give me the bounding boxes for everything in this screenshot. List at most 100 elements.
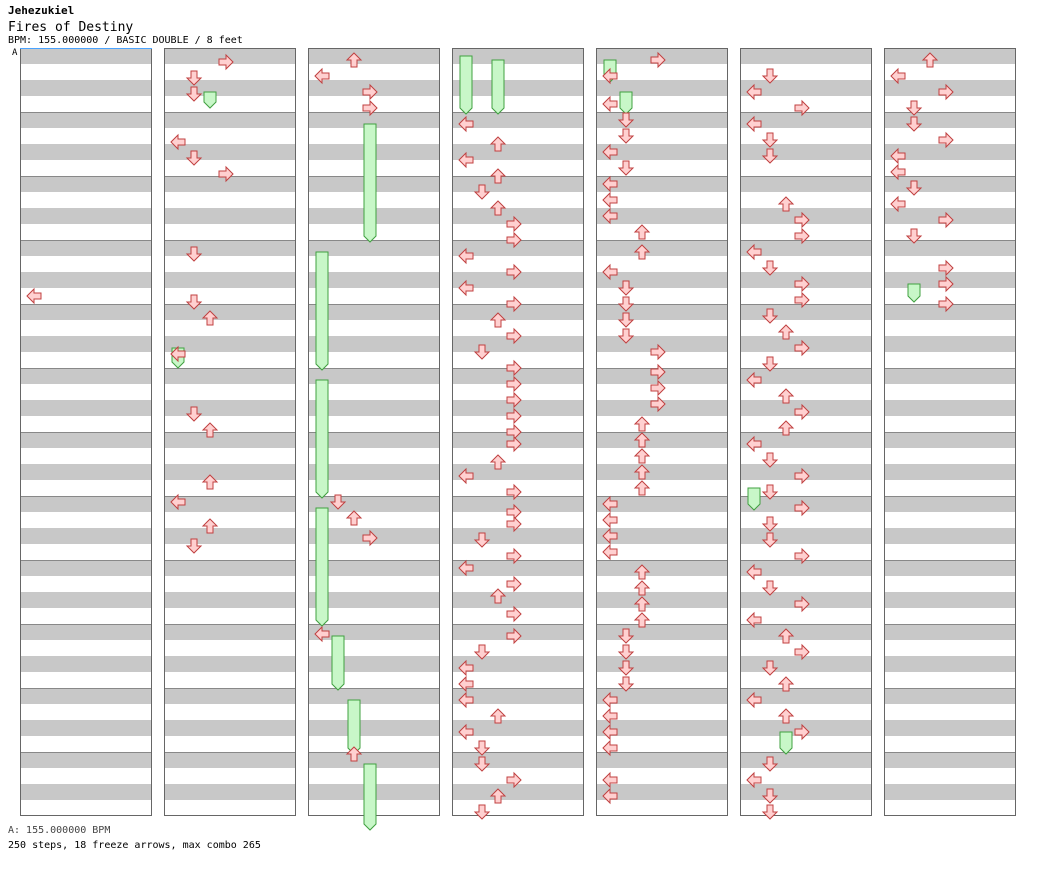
- beat-stripe: [164, 496, 296, 512]
- beat-stripe: [884, 144, 1016, 160]
- beat-stripe: [596, 144, 728, 160]
- beat-stripe: [596, 528, 728, 544]
- step-arrow-right: [794, 723, 810, 741]
- bpm-footer: A: 155.000000 BPM: [8, 825, 111, 836]
- step-arrow-up: [489, 136, 507, 152]
- song-title: Fires of Destiny: [8, 20, 134, 35]
- beat-stripe: [20, 720, 152, 736]
- beat-stripe: [20, 560, 152, 576]
- step-arrow-up: [489, 454, 507, 470]
- beat-stripe: [20, 528, 152, 544]
- step-arrow-left: [602, 707, 618, 725]
- beat-stripe: [596, 400, 728, 416]
- freeze-arrow-body: [315, 379, 329, 499]
- step-arrow-left: [170, 133, 186, 151]
- beat-stripe: [884, 592, 1016, 608]
- beat-stripe: [164, 656, 296, 672]
- step-arrow-down: [329, 494, 347, 510]
- step-arrow-down: [905, 116, 923, 132]
- step-arrow-right: [506, 605, 522, 623]
- beat-stripe: [740, 304, 872, 320]
- beat-stripe: [596, 560, 728, 576]
- beat-stripe: [884, 112, 1016, 128]
- step-arrow-right: [794, 99, 810, 117]
- step-arrow-up: [345, 746, 363, 762]
- step-arrow-down: [761, 660, 779, 676]
- step-arrow-up: [489, 312, 507, 328]
- beat-stripe: [164, 432, 296, 448]
- beat-stripe: [308, 464, 440, 480]
- bpm-change-line: [20, 48, 152, 49]
- step-arrow-left: [746, 611, 762, 629]
- beat-stripe: [740, 560, 872, 576]
- beat-stripe: [596, 304, 728, 320]
- step-arrow-down: [185, 246, 203, 262]
- beat-stripe: [20, 432, 152, 448]
- freeze-arrow-body: [779, 731, 793, 755]
- step-arrow-left: [890, 163, 906, 181]
- step-arrow-down: [617, 644, 635, 660]
- beat-stripe: [164, 336, 296, 352]
- step-arrow-down: [761, 756, 779, 772]
- beat-stripe: [164, 752, 296, 768]
- beat-stripe: [452, 112, 584, 128]
- step-arrow-right: [794, 499, 810, 517]
- step-arrow-left: [602, 175, 618, 193]
- freeze-arrow-body: [747, 487, 761, 511]
- beat-stripe: [164, 368, 296, 384]
- beat-stripe: [740, 528, 872, 544]
- step-arrow-right: [794, 547, 810, 565]
- step-arrow-right: [218, 53, 234, 71]
- step-arrow-down: [185, 406, 203, 422]
- step-arrow-right: [794, 275, 810, 293]
- beat-stripe: [452, 272, 584, 288]
- step-arrow-up: [633, 464, 651, 480]
- beat-stripe: [884, 80, 1016, 96]
- beat-stripe: [20, 688, 152, 704]
- beat-stripe: [596, 624, 728, 640]
- bpm-change-label: A: [12, 48, 18, 58]
- beat-stripe: [452, 496, 584, 512]
- beat-stripe: [20, 208, 152, 224]
- column-border: [884, 48, 1016, 816]
- step-arrow-right: [506, 375, 522, 393]
- beat-stripe: [452, 176, 584, 192]
- step-arrow-left: [458, 151, 474, 169]
- step-arrow-down: [905, 180, 923, 196]
- chart-column: [884, 48, 1016, 816]
- step-arrow-down: [473, 344, 491, 360]
- step-arrow-right: [794, 595, 810, 613]
- beat-stripe: [452, 464, 584, 480]
- beat-stripe: [164, 784, 296, 800]
- beat-stripe: [20, 144, 152, 160]
- beat-stripe: [884, 304, 1016, 320]
- step-arrow-left: [890, 67, 906, 85]
- step-arrow-down: [761, 452, 779, 468]
- step-arrow-up: [777, 708, 795, 724]
- step-arrow-up: [777, 324, 795, 340]
- beat-stripe: [596, 432, 728, 448]
- step-arrow-right: [506, 515, 522, 533]
- step-arrow-down: [185, 86, 203, 102]
- beat-stripe: [740, 144, 872, 160]
- column-border: [452, 48, 584, 816]
- step-arrow-up: [633, 432, 651, 448]
- step-arrow-left: [602, 691, 618, 709]
- step-arrow-up: [345, 510, 363, 526]
- beat-stripe: [164, 240, 296, 256]
- beat-stripe: [164, 112, 296, 128]
- freeze-arrow-body: [491, 59, 505, 115]
- step-arrow-up: [633, 244, 651, 260]
- chart-column: [308, 48, 440, 816]
- beat-stripe: [884, 720, 1016, 736]
- beat-stripe: [452, 144, 584, 160]
- beat-stripe: [308, 752, 440, 768]
- step-arrow-up: [633, 612, 651, 628]
- step-arrow-left: [746, 435, 762, 453]
- freeze-arrow-body: [363, 763, 377, 831]
- step-arrow-up: [633, 448, 651, 464]
- step-arrow-right: [506, 407, 522, 425]
- step-arrow-left: [746, 771, 762, 789]
- step-arrow-up: [777, 196, 795, 212]
- step-arrow-down: [617, 296, 635, 312]
